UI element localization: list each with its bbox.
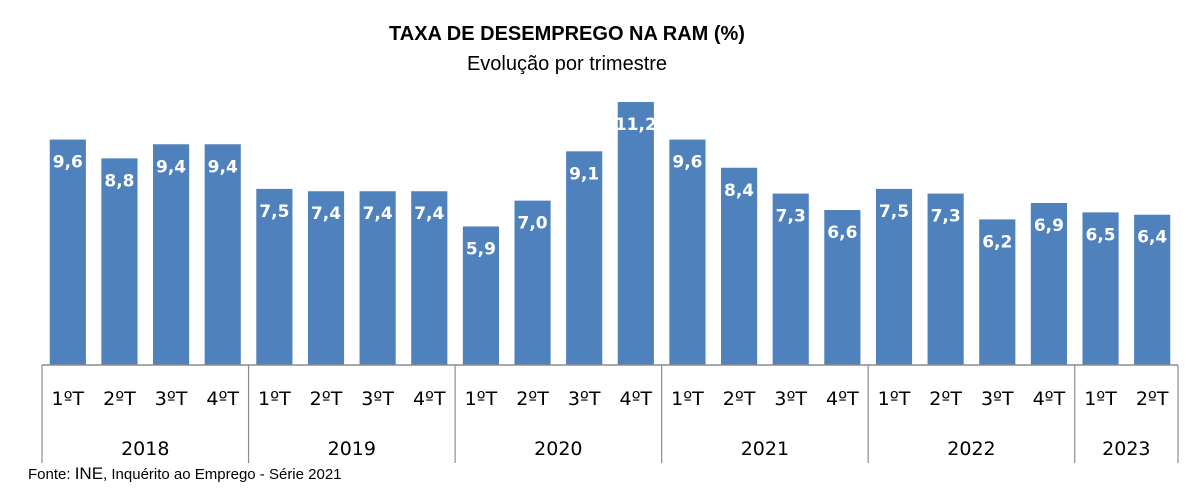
bar-value-label: 5,9 [466,239,496,259]
year-label-2023: 2023 [1102,438,1150,460]
bar-value-label: 7,3 [776,207,806,227]
bar-2019-q3 [359,191,396,365]
quarter-tick-label: 3ºT [774,388,807,410]
quarter-tick-label: 4ºT [1033,388,1066,410]
bar-value-label: 8,4 [724,181,754,201]
quarter-tick-label: 2ºT [310,388,343,410]
quarter-tick-label: 2ºT [929,388,962,410]
quarter-tick-label: 4ºT [413,388,446,410]
bar-2022-q4 [1030,202,1067,365]
source-prefix: Fonte: [28,466,75,483]
bar-value-label: 6,4 [1137,228,1167,248]
bars-layer [49,102,1171,366]
bar-value-label: 8,8 [104,171,134,191]
bar-2022-q2 [927,193,964,365]
bar-2019-q4 [411,191,448,365]
bar-value-label: 7,3 [931,207,961,227]
bar-2021-q2 [721,167,758,365]
bar-2018-q2 [101,158,138,365]
quarter-tick-label: 1ºT [465,388,498,410]
bar-2018-q4 [204,144,241,365]
bar-2023-q1 [1082,212,1119,365]
year-label-2022: 2022 [947,438,995,460]
quarter-tick-label: 1ºT [258,388,291,410]
quarter-tick-label: 4ºT [826,388,859,410]
quarter-tick-label: 3ºT [361,388,394,410]
bar-2021-q3 [772,193,809,365]
bar-2022-q3 [979,219,1016,365]
bar-2020-q4 [617,102,654,365]
quarter-tick-label: 1ºT [51,388,84,410]
year-label-2021: 2021 [741,438,789,460]
bar-2018-q1 [49,139,86,365]
bar-value-label: 6,6 [827,223,857,243]
quarter-tick-label: 2ºT [723,388,756,410]
bar-value-label: 9,6 [53,153,83,173]
bar-value-label: 7,4 [363,204,393,224]
source-rest: , Inquérito ao Emprego - Série 2021 [103,466,341,483]
bar-value-label: 11,2 [615,115,657,135]
year-label-2020: 2020 [534,438,582,460]
source-org: INE [75,464,103,483]
chart-title: TAXA DE DESEMPREGO NA RAM (%) [389,23,745,45]
bar-2021-q1 [669,139,706,365]
quarter-tick-label: 2ºT [103,388,136,410]
bar-2022-q1 [875,188,913,365]
bar-value-label: 9,4 [208,157,238,177]
quarter-tick-label: 2ºT [1136,388,1169,410]
bar-2020-q2 [514,200,551,366]
quarter-tick-label: 3ºT [981,388,1014,410]
chart-subtitle: Evolução por trimestre [467,53,667,75]
bar-value-label: 9,6 [672,153,702,173]
bar-value-label: 7,5 [259,202,289,222]
source-note: Fonte: INE, Inquérito ao Emprego - Série… [28,464,342,483]
year-label-2018: 2018 [121,438,169,460]
bar-value-labels: 9,6 8,8 9,4 9,4 7,5 7,4 7,4 7,4 5,9 7,0 9,1 11,2 9,6… [53,115,1168,259]
bar-2018-q3 [153,144,190,365]
bar-2020-q3 [566,151,603,365]
bar-2023-q2 [1134,214,1171,365]
bar-value-label: 7,5 [879,202,909,222]
quarter-tick-label: 4ºT [619,388,652,410]
bar-2021-q4 [824,210,861,365]
bar-2019-q2 [307,191,345,365]
bar-value-label: 7,0 [517,214,547,234]
bar-value-label: 7,4 [414,204,444,224]
quarter-tick-label: 1ºT [878,388,911,410]
bar-value-label: 9,1 [569,164,599,184]
quarter-tick-label: 1ºT [1084,388,1117,410]
quarter-tick-label: 1ºT [671,388,704,410]
quarter-tick-label: 4ºT [206,388,239,410]
year-label-2019: 2019 [328,438,376,460]
category-axis: 1ºT 2ºT 3ºT 4ºT 2018 1ºT 2ºT 3ºT 4ºT 2019 1ºT 2ºT 3º… [41,364,1179,463]
bar-value-label: 6,9 [1034,216,1064,236]
quarter-tick-label: 3ºT [155,388,188,410]
bar-value-label: 6,2 [982,232,1012,252]
bar-value-label: 6,5 [1085,225,1115,245]
bar-value-label: 9,4 [156,157,186,177]
quarter-tick-label: 3ºT [568,388,601,410]
bar-2019-q1 [256,188,293,365]
quarter-tick-label: 2ºT [516,388,549,410]
bar-2020-q1 [462,226,499,365]
bar-value-label: 7,4 [311,204,341,224]
